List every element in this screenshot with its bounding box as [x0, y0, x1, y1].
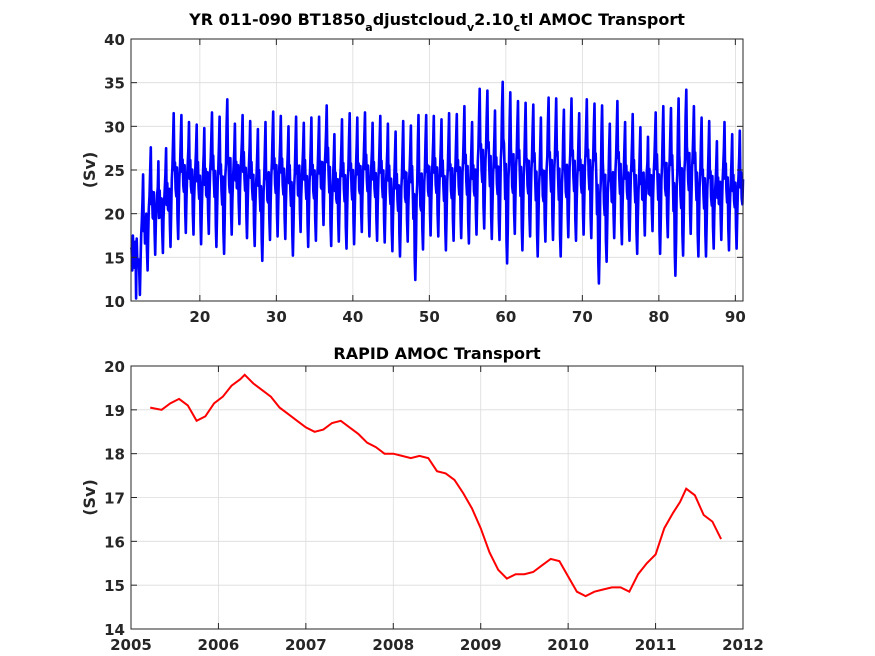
title-subscript: c: [514, 21, 521, 34]
x-tick-label: 80: [648, 308, 669, 326]
bottom-ticks: 2005 2006 2007 2008 2009 2010 2011 2012 14 15 16 17…: [104, 358, 764, 654]
x-tick-label: 2006: [198, 636, 240, 654]
y-tick-label: 18: [104, 446, 125, 464]
y-tick-label: 14: [104, 621, 125, 639]
x-tick-label: 2009: [460, 636, 502, 654]
bottom-grid: [130, 365, 744, 630]
x-tick-label: 2012: [722, 636, 764, 654]
y-tick-label: 10: [104, 293, 125, 311]
x-tick-label: 2007: [285, 636, 327, 654]
title-text-part: djustcloud: [373, 10, 467, 29]
y-tick-label: 40: [104, 31, 125, 49]
y-tick-label: 19: [104, 402, 125, 420]
x-tick-label: 2011: [635, 636, 677, 654]
x-tick-label: 2005: [110, 636, 152, 654]
x-tick-label: 90: [725, 308, 746, 326]
y-tick-label: 16: [104, 533, 125, 551]
transport-time-series-panel: 20 30 40 50 60 70 80 90 10 15 20 25 30 35 40 YR 011-09…: [80, 10, 746, 326]
y-tick-label: 17: [104, 490, 125, 508]
bottom-series-line: [150, 373, 722, 598]
title-subscript: a: [365, 21, 372, 34]
y-tick-label: 15: [104, 249, 125, 267]
x-tick-label: 20: [189, 308, 210, 326]
y-tick-label: 15: [104, 577, 125, 595]
x-tick-label: 60: [495, 308, 516, 326]
x-tick-label: 30: [266, 308, 287, 326]
top-series-line: [129, 80, 745, 300]
y-tick-label: 20: [104, 206, 125, 224]
top-ticks: 20 30 40 50 60 70 80 90 10 15 20 25 30 35 40: [104, 31, 746, 326]
rapid-transport-panel: 2005 2006 2007 2008 2009 2010 2011 2012 14 15 16 17…: [80, 344, 764, 654]
x-tick-label: 2008: [372, 636, 414, 654]
top-chart-title: YR 011-090 BT1850adjustcloudv2.10ctl AMO…: [188, 10, 685, 34]
x-tick-label: 50: [419, 308, 440, 326]
title-subscript: v: [467, 21, 475, 34]
bottom-chart-title: RAPID AMOC Transport: [333, 344, 541, 363]
y-tick-label: 25: [104, 162, 125, 180]
y-tick-label: 20: [104, 358, 125, 376]
x-tick-label: 40: [342, 308, 363, 326]
bottom-y-axis-label: (Sv): [80, 479, 99, 516]
y-tick-label: 35: [104, 75, 125, 93]
title-text-part: 2.10: [474, 10, 513, 29]
top-y-axis-label: (Sv): [80, 152, 99, 189]
title-text-part: tl AMOC Transport: [520, 10, 685, 29]
y-tick-label: 30: [104, 118, 125, 136]
x-tick-label: 2010: [547, 636, 589, 654]
title-text-part: YR 011-090 BT1850: [188, 10, 365, 29]
x-tick-label: 70: [572, 308, 593, 326]
